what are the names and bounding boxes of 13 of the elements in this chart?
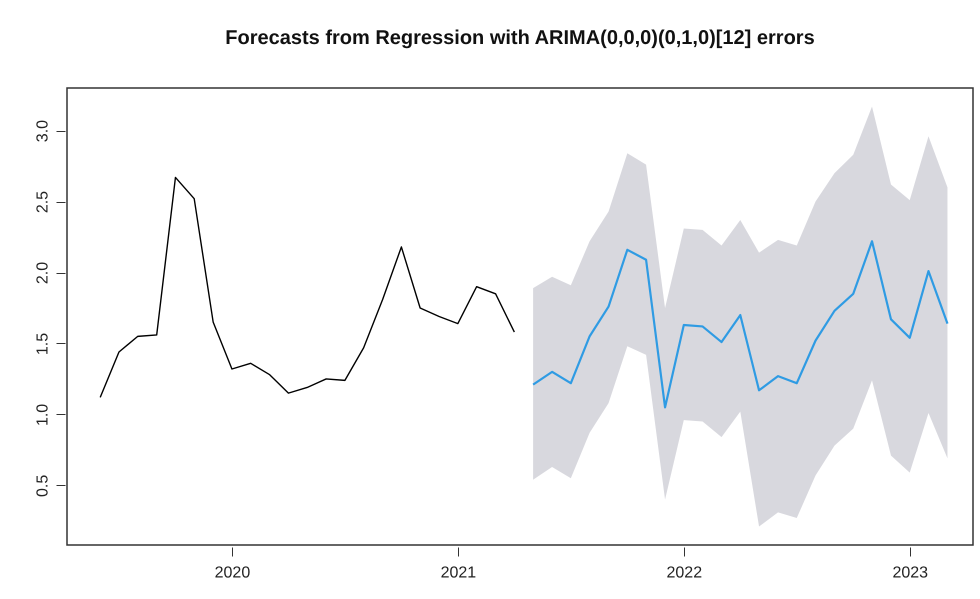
y-tick-label: 0.5 [34,474,52,498]
y-tick-label: 3.0 [34,120,52,142]
y-tick-label: 2.0 [34,262,52,284]
chart-title: Forecasts from Regression with ARIMA(0,0,0)(0,1,0)[12] errors [225,27,815,49]
x-tick-label: 2020 [214,564,250,582]
x-tick-label: 2022 [666,564,702,582]
y-tick-label: 1.5 [34,332,52,356]
line-series [100,176,516,398]
y-tick-label: 2.5 [34,190,52,214]
line-series [532,240,949,408]
x-tick-label: 2023 [892,564,928,582]
y-tick-label: 1.0 [34,404,52,426]
x-tick-label: 2021 [440,564,476,582]
